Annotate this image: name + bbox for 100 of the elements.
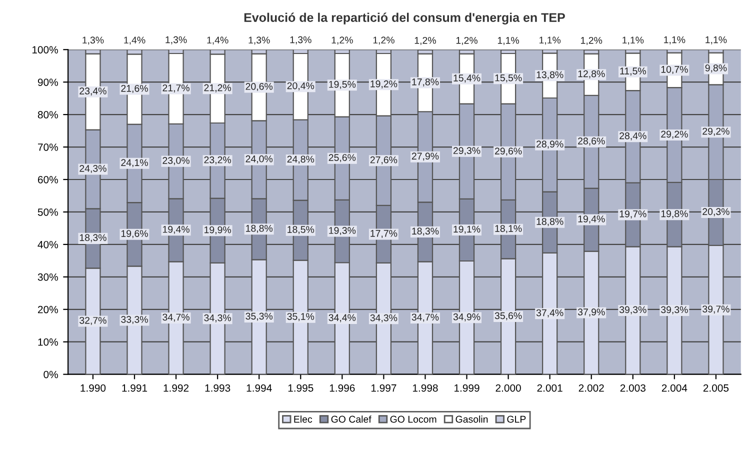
y-tick-label: 100% bbox=[32, 46, 58, 54]
data-label: 1,1% bbox=[539, 36, 561, 45]
data-label: 34,9% bbox=[453, 313, 480, 322]
y-tick-label: 10% bbox=[38, 338, 58, 346]
data-label: 1,2% bbox=[373, 36, 394, 45]
data-label: 15,5% bbox=[495, 74, 522, 82]
data-label: 23,4% bbox=[80, 88, 106, 96]
data-label: 18,3% bbox=[80, 234, 106, 242]
y-tick-label: 80% bbox=[38, 111, 58, 118]
data-label: 15,4% bbox=[454, 74, 480, 83]
data-label: 11,5% bbox=[620, 68, 646, 76]
x-tick-label: 1.990 bbox=[80, 384, 106, 392]
data-label: 24,8% bbox=[287, 156, 314, 164]
data-label: 39,3% bbox=[661, 306, 688, 314]
y-tick-label: 0% bbox=[44, 370, 58, 378]
x-tick-label: 1.994 bbox=[246, 384, 272, 392]
data-label: 35,3% bbox=[246, 312, 273, 321]
data-label: 1,4% bbox=[207, 36, 228, 45]
data-label: 1,2% bbox=[414, 36, 436, 45]
data-label: 1,2% bbox=[456, 36, 478, 45]
data-label: 29,2% bbox=[661, 130, 688, 139]
legend-label: Gasolin bbox=[456, 416, 488, 423]
data-label: 21,2% bbox=[204, 84, 231, 92]
x-tick-label: 1.991 bbox=[122, 384, 148, 392]
data-label: 24,0% bbox=[246, 155, 273, 164]
y-tick-label: 20% bbox=[38, 306, 58, 314]
data-label: 39,3% bbox=[619, 306, 646, 314]
data-label: 35,1% bbox=[287, 313, 314, 322]
x-tick-label: 2.004 bbox=[662, 384, 688, 392]
y-tick-label: 50% bbox=[38, 208, 58, 216]
data-label: 37,9% bbox=[578, 308, 605, 317]
data-label: 18,8% bbox=[246, 224, 273, 233]
data-label: 34,7% bbox=[162, 314, 190, 322]
data-label: 32,7% bbox=[80, 316, 106, 325]
data-label: 24,1% bbox=[121, 159, 148, 168]
y-tick-label: 90% bbox=[38, 78, 58, 86]
data-label: 19,3% bbox=[329, 227, 356, 236]
data-label: 23,2% bbox=[204, 156, 231, 164]
x-tick-label: 1.993 bbox=[205, 384, 230, 392]
x-tick-label: 1.995 bbox=[288, 384, 314, 392]
data-label: 1,3% bbox=[290, 36, 312, 44]
data-label: 34,3% bbox=[204, 314, 231, 322]
legend-label: GO Locom bbox=[390, 416, 436, 423]
data-label: 1,2% bbox=[581, 36, 602, 45]
data-label: 1,4% bbox=[124, 36, 146, 45]
y-tick-label: 30% bbox=[38, 273, 58, 281]
data-label: 27,9% bbox=[412, 152, 439, 161]
data-label: 19,4% bbox=[578, 215, 605, 224]
data-label: 19,5% bbox=[329, 80, 356, 89]
x-tick-label: 1.996 bbox=[330, 384, 355, 392]
data-label: 20,6% bbox=[246, 83, 273, 92]
data-label: 1,1% bbox=[706, 36, 727, 44]
data-label: 29,3% bbox=[453, 147, 480, 156]
data-label: 28,4% bbox=[620, 132, 646, 140]
data-label: 18,8% bbox=[536, 218, 564, 226]
data-label: 33,3% bbox=[121, 316, 148, 324]
x-tick-label: 1.999 bbox=[454, 384, 480, 392]
data-label: 34,7% bbox=[412, 314, 439, 322]
data-label: 28,6% bbox=[578, 138, 605, 146]
x-tick-label: 2.000 bbox=[496, 384, 521, 392]
data-label: 19,2% bbox=[370, 80, 398, 88]
y-tick-label: 60% bbox=[38, 176, 58, 184]
data-label: 1,3% bbox=[248, 36, 270, 45]
data-label: 1,3% bbox=[166, 36, 187, 44]
x-tick-label: 1.992 bbox=[164, 384, 189, 392]
x-tick-label: 1.998 bbox=[412, 384, 438, 392]
data-label: 17,8% bbox=[412, 78, 439, 86]
data-label: 19,6% bbox=[121, 230, 148, 238]
data-label: 1,1% bbox=[622, 36, 644, 45]
data-label: 20,3% bbox=[702, 208, 730, 216]
data-label: 21,6% bbox=[121, 84, 148, 93]
data-label: 18,1% bbox=[495, 225, 522, 234]
x-tick-label: 2.002 bbox=[578, 384, 604, 392]
data-label: 1,1% bbox=[498, 37, 520, 45]
data-label: 19,9% bbox=[204, 226, 231, 234]
data-label: 20,4% bbox=[287, 82, 314, 90]
x-tick-label: 2.005 bbox=[703, 384, 729, 392]
data-label: 25,6% bbox=[328, 154, 356, 162]
data-label: 23,0% bbox=[162, 157, 190, 166]
legend-label: GLP bbox=[507, 416, 526, 423]
legend-label: GO Calef bbox=[331, 416, 372, 423]
chart-title: Evolució de la repartició del consum d'energia en TEP bbox=[244, 12, 565, 24]
y-tick-label: 40% bbox=[38, 240, 58, 248]
data-label: 1,3% bbox=[82, 36, 104, 45]
x-tick-label: 2.001 bbox=[537, 384, 562, 392]
data-label: 37,4% bbox=[536, 309, 564, 318]
data-label: 34,4% bbox=[328, 314, 356, 322]
data-label: 19,1% bbox=[454, 226, 480, 234]
data-label: 35,6% bbox=[494, 312, 522, 320]
data-label: 10,7% bbox=[661, 66, 688, 74]
data-label: 19,4% bbox=[162, 226, 190, 234]
data-label: 18,5% bbox=[288, 226, 314, 234]
data-label: 19,8% bbox=[661, 210, 688, 218]
data-label: 29,2% bbox=[702, 128, 730, 136]
data-label: 17,7% bbox=[370, 230, 398, 238]
data-label: 1,2% bbox=[332, 36, 353, 45]
data-label: 9,8% bbox=[705, 64, 727, 73]
data-label: 19,7% bbox=[620, 210, 646, 218]
data-label: 34,3% bbox=[370, 314, 398, 322]
data-label: 18,3% bbox=[412, 228, 439, 236]
